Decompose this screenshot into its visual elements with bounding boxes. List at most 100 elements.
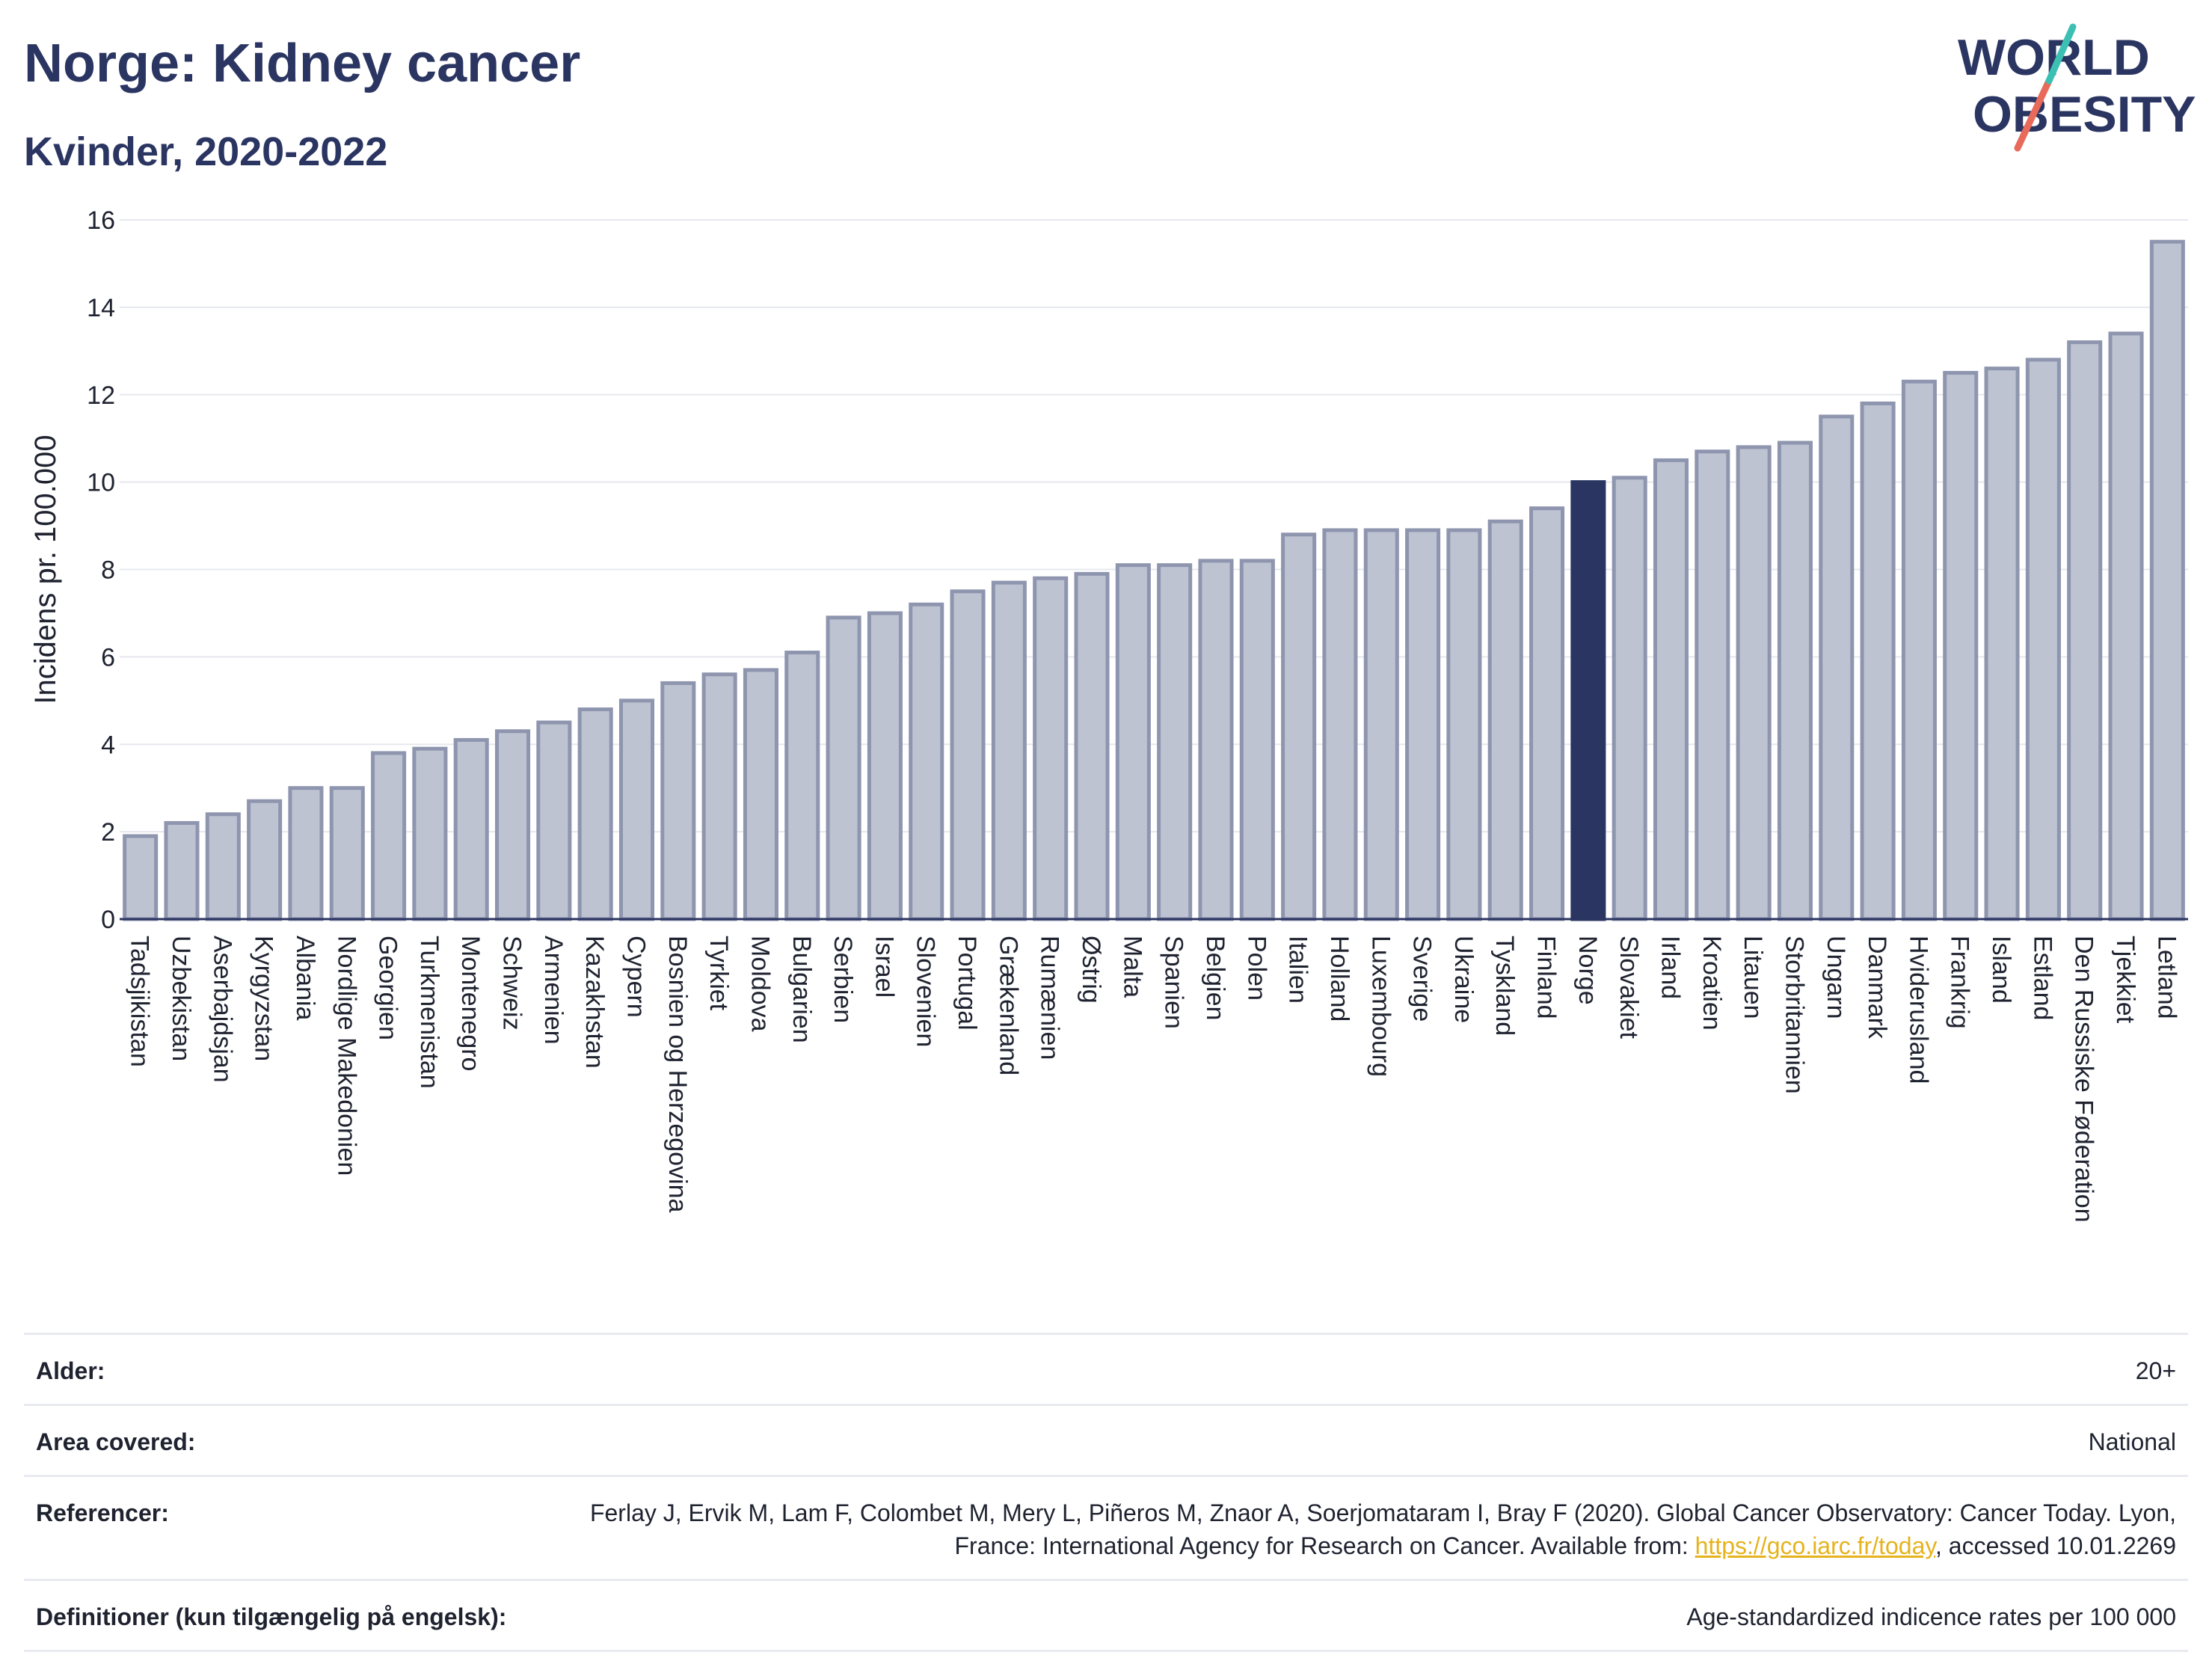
- bar: [743, 668, 778, 921]
- info-table: Alder: 20+ Area covered: National Refere…: [24, 1333, 2188, 1652]
- x-tick-label: Ukraine: [1449, 936, 1478, 1023]
- bar: [164, 820, 200, 921]
- references-accessed: , accessed 10.01.2269: [1935, 1532, 2176, 1559]
- bar: [1612, 476, 1647, 921]
- bar: [2149, 239, 2185, 921]
- x-tick-label: Tjekkiet: [2111, 936, 2139, 1024]
- x-tick-label: Østrig: [1077, 936, 1105, 1004]
- bar-highlight: [1570, 480, 1606, 921]
- references-label: Referencer:: [36, 1499, 169, 1526]
- x-tick-label: Grækenland: [994, 936, 1022, 1075]
- bar: [701, 672, 737, 921]
- chart-title: Norge: Kidney cancer: [24, 34, 581, 93]
- bar: [495, 729, 531, 921]
- x-tick-label: Montenegro: [456, 936, 485, 1071]
- x-tick-label: Tyrkiet: [704, 936, 733, 1011]
- bar: [1033, 576, 1069, 921]
- bar-chart: 0 2 4 6 8 10 12 14 16 Incidens pr. 100.000 Tadsjik…: [29, 206, 2188, 1223]
- x-tick-label: Slovenien: [912, 936, 940, 1047]
- bar: [2067, 340, 2103, 921]
- bar: [950, 589, 986, 921]
- y-tick-label: 14: [87, 294, 115, 322]
- bar: [1984, 366, 2020, 921]
- logo-slash-red: [2014, 77, 2053, 152]
- x-tick-label: Israel: [870, 936, 898, 998]
- x-tick-label: Sverige: [1408, 936, 1437, 1022]
- bar: [371, 751, 407, 921]
- x-tick-label: Kazakhstan: [580, 936, 609, 1069]
- x-tick-label: Belgien: [1201, 936, 1229, 1020]
- bar: [577, 707, 613, 921]
- info-row-age: Alder: 20+: [24, 1335, 2188, 1406]
- x-tick-label: Aserbajdsjan: [208, 936, 236, 1083]
- bar: [618, 698, 655, 921]
- bar: [1777, 440, 1813, 921]
- bar: [1736, 445, 1772, 921]
- area-label: Area covered:: [36, 1428, 196, 1455]
- x-tick-label: Kroatien: [1698, 936, 1726, 1031]
- y-tick-label: 16: [87, 206, 115, 235]
- bar: [1157, 563, 1193, 921]
- bar: [205, 812, 241, 921]
- bar: [329, 786, 365, 921]
- bar: [247, 799, 283, 921]
- x-tick-label: Serbien: [829, 936, 857, 1023]
- x-tick-label: Georgien: [374, 936, 402, 1040]
- x-tick-label: Kyrgyzstan: [250, 936, 278, 1061]
- x-tick-label: Ungarn: [1822, 936, 1850, 1019]
- bar: [453, 737, 489, 921]
- x-tick-label: Moldova: [746, 936, 774, 1032]
- x-tick-label: Tadsjikistan: [126, 936, 154, 1067]
- bar: [288, 786, 324, 921]
- x-tick-label: Spanien: [1160, 936, 1188, 1029]
- logo-slash-teal: [2045, 23, 2077, 85]
- bar: [1487, 519, 1523, 921]
- bar: [1860, 401, 1896, 921]
- bar: [1653, 458, 1689, 921]
- x-tick-label: Holland: [1325, 936, 1354, 1022]
- info-row-area: Area covered: National: [24, 1406, 2188, 1477]
- y-axis-label: Incidens pr. 100.000: [29, 435, 62, 704]
- age-value: 20+: [2135, 1357, 2176, 1384]
- references-link[interactable]: https://gco.iarc.fr/today: [1695, 1532, 1935, 1559]
- x-tick-label: Estland: [2028, 936, 2056, 1020]
- x-tick-label: Malta: [1118, 936, 1146, 998]
- x-tick-label: Luxembourg: [1366, 936, 1395, 1077]
- bar: [1363, 528, 1399, 921]
- bar: [412, 746, 448, 921]
- bar: [1943, 371, 1979, 921]
- bar: [1405, 528, 1441, 921]
- y-tick-label: 10: [87, 469, 115, 497]
- y-tick-label: 6: [101, 643, 115, 672]
- x-tick-label: Irland: [1656, 936, 1685, 999]
- age-label: Alder:: [36, 1357, 105, 1384]
- bar: [1115, 563, 1151, 921]
- x-tick-label: Finland: [1532, 936, 1561, 1019]
- bar: [991, 580, 1027, 921]
- x-tick-label: Danmark: [1863, 936, 1891, 1040]
- bar: [784, 651, 820, 921]
- x-tick-label: Turkmenistan: [415, 936, 443, 1089]
- logo-text-line2: OBESITY: [1973, 86, 2196, 143]
- y-tick-label: 2: [101, 818, 115, 847]
- x-tick-label: Litauen: [1739, 936, 1767, 1019]
- bar: [826, 615, 861, 921]
- x-tick-label: Armenien: [539, 936, 568, 1045]
- x-tick-label: Storbritannien: [1780, 936, 1808, 1094]
- bar: [1198, 559, 1234, 921]
- definitions-label: Definitioner (kun tilgængelig på engelsk…: [36, 1603, 507, 1630]
- bar: [660, 681, 696, 921]
- info-row-references: Referencer: Ferlay J, Ervik M, Lam F, Co…: [24, 1477, 2188, 1581]
- bar: [1529, 506, 1565, 921]
- bar: [1819, 414, 1855, 921]
- x-tick-label: Nordlige Makedonien: [332, 936, 360, 1176]
- y-tick-label: 0: [101, 906, 115, 934]
- y-tick-label: 8: [101, 556, 115, 585]
- bar: [909, 602, 944, 921]
- x-tick-label: Polen: [1242, 936, 1271, 1001]
- bar: [867, 611, 903, 921]
- bar: [1074, 571, 1110, 921]
- world-obesity-logo: WORLD OBESITY: [1958, 23, 2196, 152]
- area-value: National: [2088, 1428, 2176, 1455]
- x-tick-label: Frankrig: [1946, 936, 1974, 1029]
